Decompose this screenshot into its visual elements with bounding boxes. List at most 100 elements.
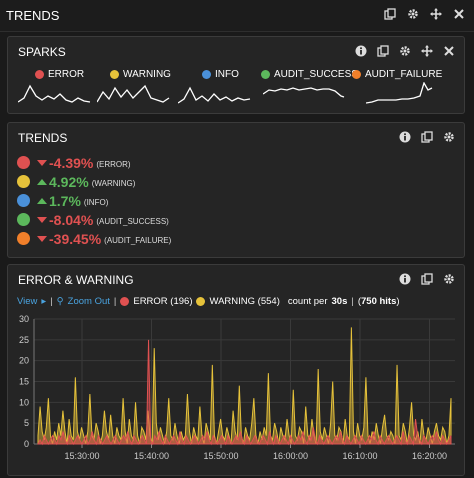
- audit-success-dot: [17, 213, 30, 226]
- error-warning-toolbar: [398, 272, 456, 286]
- window-toolbar: [383, 7, 466, 21]
- spark-legend-audit-failure: AUDIT_FAILURE: [352, 69, 442, 80]
- move-icon[interactable]: [420, 44, 434, 58]
- gear-icon[interactable]: [398, 44, 412, 58]
- y-tick-label: 25: [19, 335, 29, 345]
- gear-icon[interactable]: [442, 130, 456, 144]
- trend-label: (ERROR): [96, 159, 131, 169]
- separator: |: [50, 296, 53, 307]
- y-tick-label: 0: [24, 439, 29, 449]
- arrow-up-icon: [37, 197, 47, 204]
- copy-icon[interactable]: [383, 7, 397, 21]
- error-dot[interactable]: [120, 297, 130, 306]
- y-tick-label: 30: [19, 314, 29, 324]
- gear-icon[interactable]: [442, 272, 456, 286]
- count-interval: 30s: [331, 296, 348, 307]
- close-icon[interactable]: [452, 7, 466, 21]
- trend-percent: -8.04%: [49, 211, 94, 228]
- spark-legend-label: AUDIT_SUCCESS: [274, 69, 358, 80]
- x-tick-label: 15:40:00: [134, 451, 169, 461]
- spark-legend-info: INFO: [202, 69, 239, 80]
- x-tick-label: 16:10:00: [342, 451, 377, 461]
- zoom-out-link[interactable]: Zoom Out: [67, 296, 110, 307]
- spark-legend-audit-success: AUDIT_SUCCESS: [261, 69, 358, 80]
- audit-success-dot: [261, 70, 270, 79]
- trends-header: TRENDS: [8, 123, 464, 151]
- gear-icon[interactable]: [406, 7, 420, 21]
- info-icon[interactable]: [354, 44, 368, 58]
- hits-close-paren: ): [396, 296, 400, 307]
- caret-right-icon[interactable]: ▸: [41, 296, 47, 307]
- y-tick-label: 5: [24, 418, 29, 428]
- x-tick-label: 16:00:00: [273, 451, 308, 461]
- info-sparkline: [178, 86, 251, 104]
- copy-icon[interactable]: [376, 44, 390, 58]
- warning-dot: [110, 70, 119, 79]
- spark-legend-error: ERROR: [35, 69, 84, 80]
- y-tick-label: 15: [19, 377, 29, 387]
- warning-legend[interactable]: WARNING (554): [209, 296, 280, 307]
- x-tick-label: 16:20:00: [412, 451, 447, 461]
- hits-count: 750 hits: [361, 296, 397, 307]
- copy-icon[interactable]: [420, 130, 434, 144]
- warning-series-area: [37, 327, 452, 445]
- spark-legend-label: INFO: [215, 69, 239, 80]
- warning-dot: [17, 175, 30, 188]
- spark-legend-label: WARNING: [123, 69, 171, 80]
- hits-open-paren: (: [357, 296, 361, 307]
- window-title: TRENDS: [6, 8, 60, 23]
- x-tick-label: 15:30:00: [64, 451, 99, 461]
- error-legend[interactable]: ERROR (196): [133, 296, 193, 307]
- close-icon[interactable]: [442, 44, 456, 58]
- arrow-down-icon: [37, 235, 47, 242]
- info-icon[interactable]: [398, 130, 412, 144]
- trend-row-info: 1.7% (INFO): [17, 191, 108, 210]
- trend-label: (WARNING): [91, 178, 136, 188]
- trend-percent: -39.45%: [49, 230, 102, 247]
- error-warning-header: ERROR & WARNING: [8, 265, 464, 293]
- y-tick-label: 20: [19, 356, 29, 366]
- error-warning-chart[interactable]: 0 5 10 15 20 25 30 15:30:00 15:40:00 15:50:00 16:0…: [8, 309, 464, 475]
- error-warning-title: ERROR & WARNING: [18, 273, 134, 287]
- warning-sparkline: [97, 84, 170, 103]
- trend-percent: 1.7%: [49, 192, 81, 209]
- view-link[interactable]: View: [17, 296, 38, 307]
- info-dot: [202, 70, 211, 79]
- separator: |: [113, 296, 117, 307]
- spark-legend-warning: WARNING: [110, 69, 171, 80]
- info-dot: [17, 194, 30, 207]
- sparks-toolbar: [354, 44, 456, 58]
- arrow-down-icon: [37, 159, 47, 166]
- audit-success-sparkline: [263, 87, 345, 98]
- copy-icon[interactable]: [420, 272, 434, 286]
- audit-failure-dot: [17, 232, 30, 245]
- trend-row-audit-failure: -39.45% (AUDIT_FAILURE): [17, 229, 171, 248]
- info-icon[interactable]: [398, 272, 412, 286]
- arrow-up-icon: [37, 178, 47, 185]
- trends-toolbar: [398, 130, 456, 144]
- separator: |: [351, 296, 354, 307]
- chart-controls: View ▸ | ⚲ Zoom Out | ERROR (196) WARNIN…: [17, 296, 400, 307]
- arrow-down-icon: [37, 216, 47, 223]
- sparks-header: SPARKS: [8, 37, 464, 65]
- error-dot: [35, 70, 44, 79]
- trends-title: TRENDS: [18, 131, 68, 145]
- warning-dot[interactable]: [196, 297, 206, 306]
- sparks-panel: SPARKS ERROR WARNING INFO: [7, 36, 465, 114]
- spark-legend-label: ERROR: [48, 69, 85, 80]
- error-sparkline: [18, 84, 91, 103]
- error-series-area: [37, 339, 452, 446]
- trend-percent: -4.39%: [49, 154, 94, 171]
- trend-label: (AUDIT_FAILURE): [104, 235, 172, 245]
- move-icon[interactable]: [429, 7, 443, 21]
- trend-label: (INFO): [83, 197, 109, 207]
- x-tick-label: 15:50:00: [203, 451, 238, 461]
- sparks-title: SPARKS: [18, 45, 66, 59]
- spark-legend-label: AUDIT_FAILURE: [365, 69, 443, 80]
- trends-panel: TRENDS -4.39% (ERROR) 4.92% (WARNING) 1.…: [7, 122, 465, 258]
- zoom-out-icon[interactable]: ⚲: [56, 296, 64, 307]
- y-tick-label: 10: [19, 397, 29, 407]
- trend-row-audit-success: -8.04% (AUDIT_SUCCESS): [17, 210, 169, 229]
- trend-row-warning: 4.92% (WARNING): [17, 172, 135, 191]
- audit-failure-sparkline: [366, 82, 433, 104]
